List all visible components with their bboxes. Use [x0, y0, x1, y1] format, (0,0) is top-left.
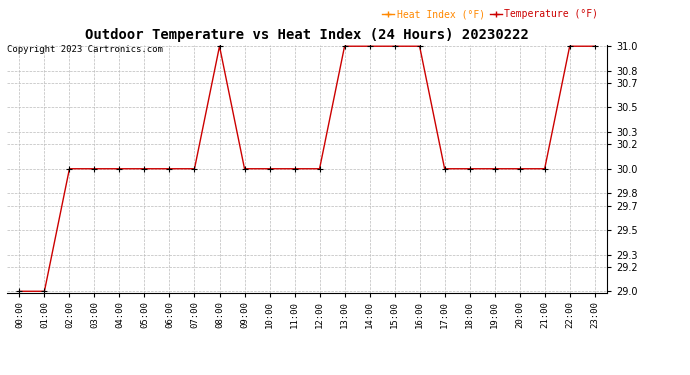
Text: Copyright 2023 Cartronics.com: Copyright 2023 Cartronics.com	[7, 45, 163, 54]
Title: Outdoor Temperature vs Heat Index (24 Hours) 20230222: Outdoor Temperature vs Heat Index (24 Ho…	[85, 28, 529, 42]
Legend: Heat Index (°F), Temperature (°F): Heat Index (°F), Temperature (°F)	[378, 5, 602, 23]
